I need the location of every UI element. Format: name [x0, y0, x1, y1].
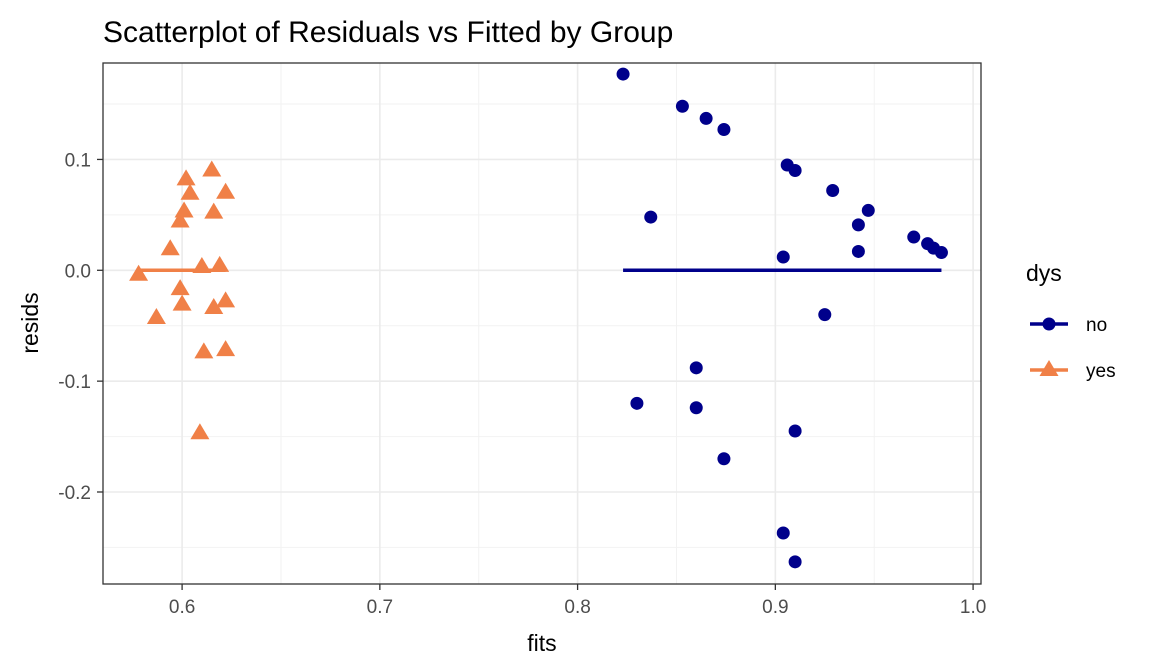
- legend-key-triangle: [1039, 360, 1059, 376]
- y-tick-label: -0.1: [58, 372, 91, 393]
- chart-title: Scatterplot of Residuals vs Fitted by Gr…: [103, 16, 673, 49]
- legend: dys no yes: [1026, 260, 1116, 382]
- point-no: [788, 164, 802, 178]
- point-yes: [129, 264, 149, 281]
- point-no: [717, 452, 731, 466]
- legend-key-circle: [1042, 317, 1056, 331]
- x-tick-label: 0.6: [169, 597, 195, 618]
- point-yes: [216, 182, 236, 199]
- y-tick-label: 0.1: [65, 150, 91, 171]
- x-tick-label: 0.8: [564, 597, 590, 618]
- point-yes: [160, 239, 180, 256]
- point-no: [689, 361, 703, 375]
- point-no: [907, 230, 921, 244]
- point-yes: [174, 201, 194, 218]
- point-no: [630, 396, 644, 410]
- legend-title: dys: [1026, 260, 1062, 286]
- point-no: [788, 424, 802, 438]
- y-tick-label: -0.2: [58, 483, 91, 504]
- point-yes: [176, 169, 196, 186]
- x-axis-title: fits: [527, 630, 556, 656]
- minor-gridlines: [103, 63, 981, 584]
- legend-item-no: no: [1030, 315, 1107, 336]
- y-axis-ticks: -0.2 -0.1 0.0 0.1: [58, 150, 103, 504]
- point-yes: [216, 291, 236, 308]
- point-yes: [172, 294, 192, 311]
- point-yes: [146, 307, 166, 324]
- point-yes: [204, 202, 224, 219]
- point-yes: [192, 256, 212, 273]
- point-yes: [190, 423, 210, 440]
- point-no: [776, 250, 790, 264]
- point-no: [717, 123, 731, 137]
- point-no: [826, 183, 840, 197]
- point-no: [818, 308, 832, 322]
- plot-panel-border: [102, 62, 982, 585]
- point-no: [788, 555, 802, 569]
- legend-label: yes: [1086, 361, 1116, 382]
- point-no: [861, 203, 875, 217]
- point-yes: [170, 279, 190, 296]
- y-axis-title: resids: [17, 292, 43, 353]
- point-no: [689, 401, 703, 415]
- point-no: [616, 67, 630, 81]
- x-tick-label: 1.0: [960, 597, 986, 618]
- data-points: [129, 67, 948, 569]
- point-no: [699, 111, 713, 125]
- major-gridlines: [103, 63, 981, 584]
- point-no: [644, 210, 658, 224]
- point-yes: [180, 183, 200, 200]
- point-no: [851, 244, 865, 258]
- point-no: [851, 218, 865, 232]
- y-tick-label: 0.0: [65, 261, 91, 282]
- legend-item-yes: yes: [1030, 360, 1116, 382]
- point-yes: [170, 211, 190, 228]
- point-yes: [204, 297, 224, 314]
- x-tick-label: 0.7: [367, 597, 393, 618]
- point-yes: [194, 342, 214, 359]
- point-no: [675, 99, 689, 113]
- point-yes: [202, 160, 222, 177]
- x-tick-label: 0.9: [762, 597, 788, 618]
- point-no: [934, 246, 948, 260]
- x-axis-ticks: 0.6 0.7 0.8 0.9 1.0: [169, 584, 986, 618]
- point-yes: [216, 340, 236, 357]
- point-yes: [210, 255, 230, 272]
- legend-label: no: [1086, 315, 1107, 336]
- point-no: [776, 526, 790, 540]
